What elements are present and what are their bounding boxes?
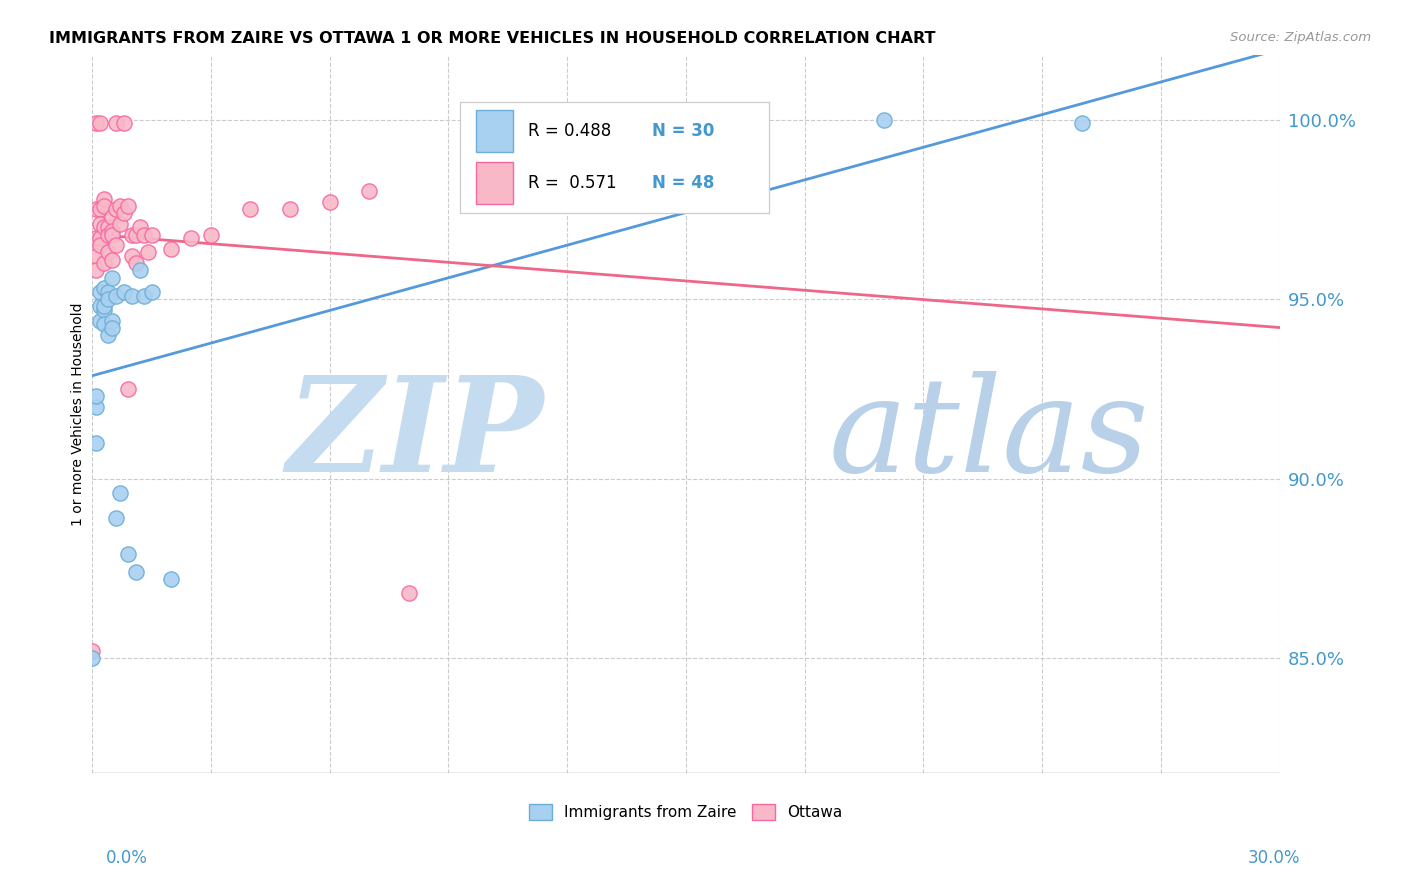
Point [136, 245, 159, 260]
Point [108, 217, 131, 231]
Point [84, 249, 107, 263]
Point [89, 313, 111, 327]
Point [160, 242, 183, 256]
Point [97, 328, 120, 343]
Point [398, 586, 420, 600]
Point [180, 231, 202, 245]
Point [89, 202, 111, 217]
Point [84, 116, 107, 130]
Point [112, 206, 135, 220]
Point [93, 192, 115, 206]
Point [141, 227, 163, 242]
Text: 0.0%: 0.0% [105, 849, 148, 867]
Point [121, 227, 143, 242]
Point [112, 285, 135, 299]
Point [84, 400, 107, 414]
Text: atlas: atlas [828, 371, 1149, 500]
Point [101, 252, 124, 267]
Point [82, 651, 104, 665]
Text: Source: ZipAtlas.com: Source: ZipAtlas.com [1230, 31, 1371, 45]
Point [89, 238, 111, 252]
Point [117, 382, 139, 396]
Point [108, 486, 131, 500]
Point [93, 299, 115, 313]
Legend: Immigrants from Zaire, Ottawa: Immigrants from Zaire, Ottawa [523, 797, 849, 826]
Text: 30.0%: 30.0% [1249, 849, 1301, 867]
Point [97, 245, 120, 260]
Point [477, 116, 499, 130]
Point [84, 202, 107, 217]
Point [141, 285, 163, 299]
Point [128, 263, 150, 277]
Point [93, 317, 115, 331]
Point [104, 511, 127, 525]
Point [132, 227, 155, 242]
Point [108, 199, 131, 213]
Point [117, 199, 139, 213]
Point [84, 231, 107, 245]
Point [82, 644, 104, 658]
Text: IMMIGRANTS FROM ZAIRE VS OTTAWA 1 OR MORE VEHICLES IN HOUSEHOLD CORRELATION CHAR: IMMIGRANTS FROM ZAIRE VS OTTAWA 1 OR MOR… [49, 31, 936, 46]
Point [89, 299, 111, 313]
Point [84, 435, 107, 450]
Point [160, 572, 183, 586]
Point [239, 202, 262, 217]
Point [97, 220, 120, 235]
Point [278, 202, 301, 217]
Point [101, 210, 124, 224]
Point [117, 547, 139, 561]
Point [101, 270, 124, 285]
Point [97, 292, 120, 306]
Point [125, 227, 148, 242]
Point [89, 231, 111, 245]
Point [359, 185, 381, 199]
Point [125, 565, 148, 579]
Point [101, 313, 124, 327]
Point [121, 288, 143, 302]
Point [104, 288, 127, 302]
Point [104, 202, 127, 217]
Point [93, 302, 115, 317]
Point [93, 199, 115, 213]
Point [101, 224, 124, 238]
Point [84, 263, 107, 277]
Point [89, 217, 111, 231]
Point [128, 220, 150, 235]
Point [200, 227, 222, 242]
Point [121, 249, 143, 263]
Point [101, 227, 124, 242]
Point [873, 112, 896, 127]
Point [89, 116, 111, 130]
Point [97, 227, 120, 242]
Point [132, 288, 155, 302]
Point [104, 116, 127, 130]
Point [112, 116, 135, 130]
Point [93, 281, 115, 295]
Point [101, 321, 124, 335]
Point [104, 238, 127, 252]
Point [125, 256, 148, 270]
Point [97, 285, 120, 299]
Point [318, 195, 340, 210]
Y-axis label: 1 or more Vehicles in Household: 1 or more Vehicles in Household [72, 302, 86, 525]
Text: ZIP: ZIP [285, 371, 543, 500]
Point [84, 389, 107, 403]
Point [93, 220, 115, 235]
Point [89, 285, 111, 299]
Point [1070, 116, 1092, 130]
Point [93, 256, 115, 270]
